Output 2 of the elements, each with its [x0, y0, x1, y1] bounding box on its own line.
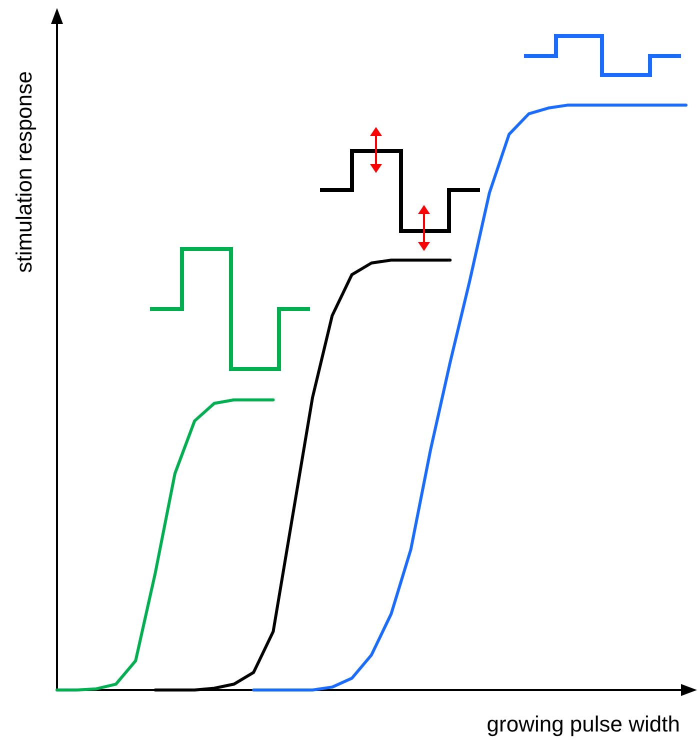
y-axis-title: stimulation response — [12, 71, 36, 273]
x-axis-title: growing pulse width — [486, 712, 680, 736]
